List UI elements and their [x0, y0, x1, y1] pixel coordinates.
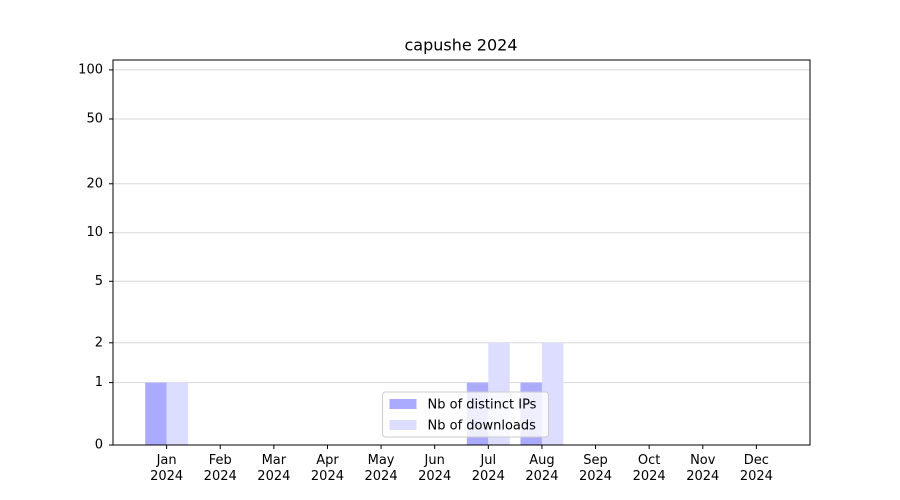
- bar: [166, 382, 189, 445]
- x-tick-label: Sep 2024: [578, 453, 613, 484]
- x-tick-label: Oct 2024: [632, 453, 666, 484]
- x-tick-label: Aug 2024: [525, 453, 559, 484]
- legend-swatch: [389, 399, 417, 409]
- legend-label: Nb of distinct IPs: [428, 398, 537, 413]
- y-tick-label: 20: [86, 176, 103, 191]
- x-tick-label: Jul 2024: [471, 453, 505, 484]
- y-tick-label: 10: [86, 225, 103, 240]
- bar: [145, 382, 167, 445]
- legend-swatch: [389, 420, 417, 430]
- legend: Nb of distinct IPs Nb of downloads: [382, 391, 549, 438]
- plot-frame: [112, 59, 811, 446]
- x-tick-label: Apr 2024: [310, 453, 344, 484]
- y-tick-label: 100: [78, 62, 103, 77]
- legend-label: Nb of downloads: [428, 419, 537, 434]
- y-tick-label: 1: [95, 375, 103, 390]
- x-tick-label: Feb 2024: [203, 453, 237, 484]
- x-tick-label: Nov 2024: [686, 453, 720, 484]
- y-tick-label: 5: [95, 274, 103, 289]
- y-tick-label: 2: [95, 335, 103, 350]
- x-tick-label: Mar 2024: [257, 453, 291, 484]
- y-tick-label: 0: [95, 438, 103, 453]
- chart-title: capushe 2024: [404, 36, 517, 55]
- y-tick-label: 50: [86, 111, 103, 126]
- x-tick-label: May 2024: [364, 453, 398, 484]
- x-tick-label: Jun 2024: [418, 453, 452, 484]
- x-tick-label: Jan 2024: [150, 453, 184, 484]
- grid: [113, 69, 810, 446]
- x-tick-label: Dec 2024: [739, 453, 773, 484]
- legend-box: [382, 391, 549, 438]
